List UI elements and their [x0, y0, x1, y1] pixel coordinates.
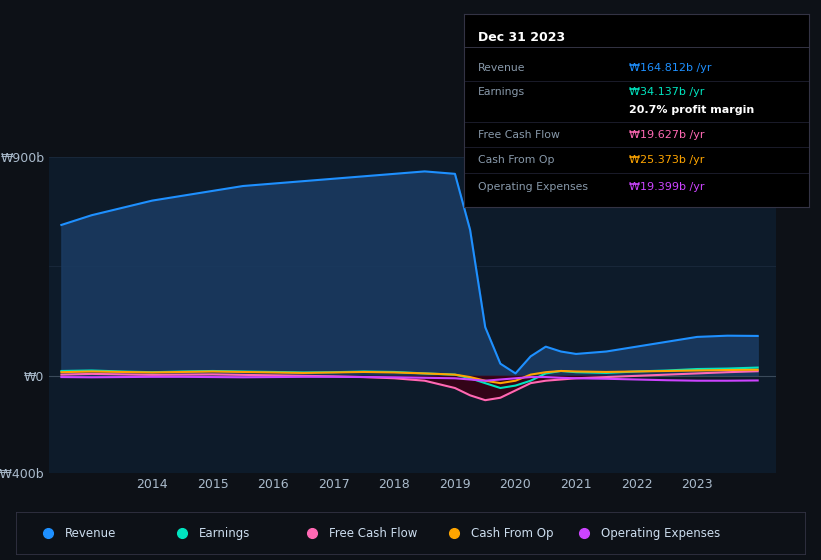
Text: Free Cash Flow: Free Cash Flow	[329, 527, 418, 540]
Text: Revenue: Revenue	[478, 63, 525, 73]
Text: ₩19.399b /yr: ₩19.399b /yr	[630, 182, 705, 192]
Text: ₩164.812b /yr: ₩164.812b /yr	[630, 63, 712, 73]
Text: Operating Expenses: Operating Expenses	[478, 182, 588, 192]
Text: ₩19.627b /yr: ₩19.627b /yr	[630, 130, 705, 140]
Text: Revenue: Revenue	[66, 527, 117, 540]
Text: 20.7% profit margin: 20.7% profit margin	[630, 105, 754, 115]
Text: Earnings: Earnings	[478, 87, 525, 97]
Text: Operating Expenses: Operating Expenses	[601, 527, 721, 540]
Text: Free Cash Flow: Free Cash Flow	[478, 130, 560, 140]
Text: ₩25.373b /yr: ₩25.373b /yr	[630, 155, 704, 165]
Text: Dec 31 2023: Dec 31 2023	[478, 31, 565, 44]
Text: ₩34.137b /yr: ₩34.137b /yr	[630, 87, 704, 97]
Text: Earnings: Earnings	[200, 527, 250, 540]
Text: Cash From Op: Cash From Op	[478, 155, 554, 165]
Text: Cash From Op: Cash From Op	[471, 527, 553, 540]
